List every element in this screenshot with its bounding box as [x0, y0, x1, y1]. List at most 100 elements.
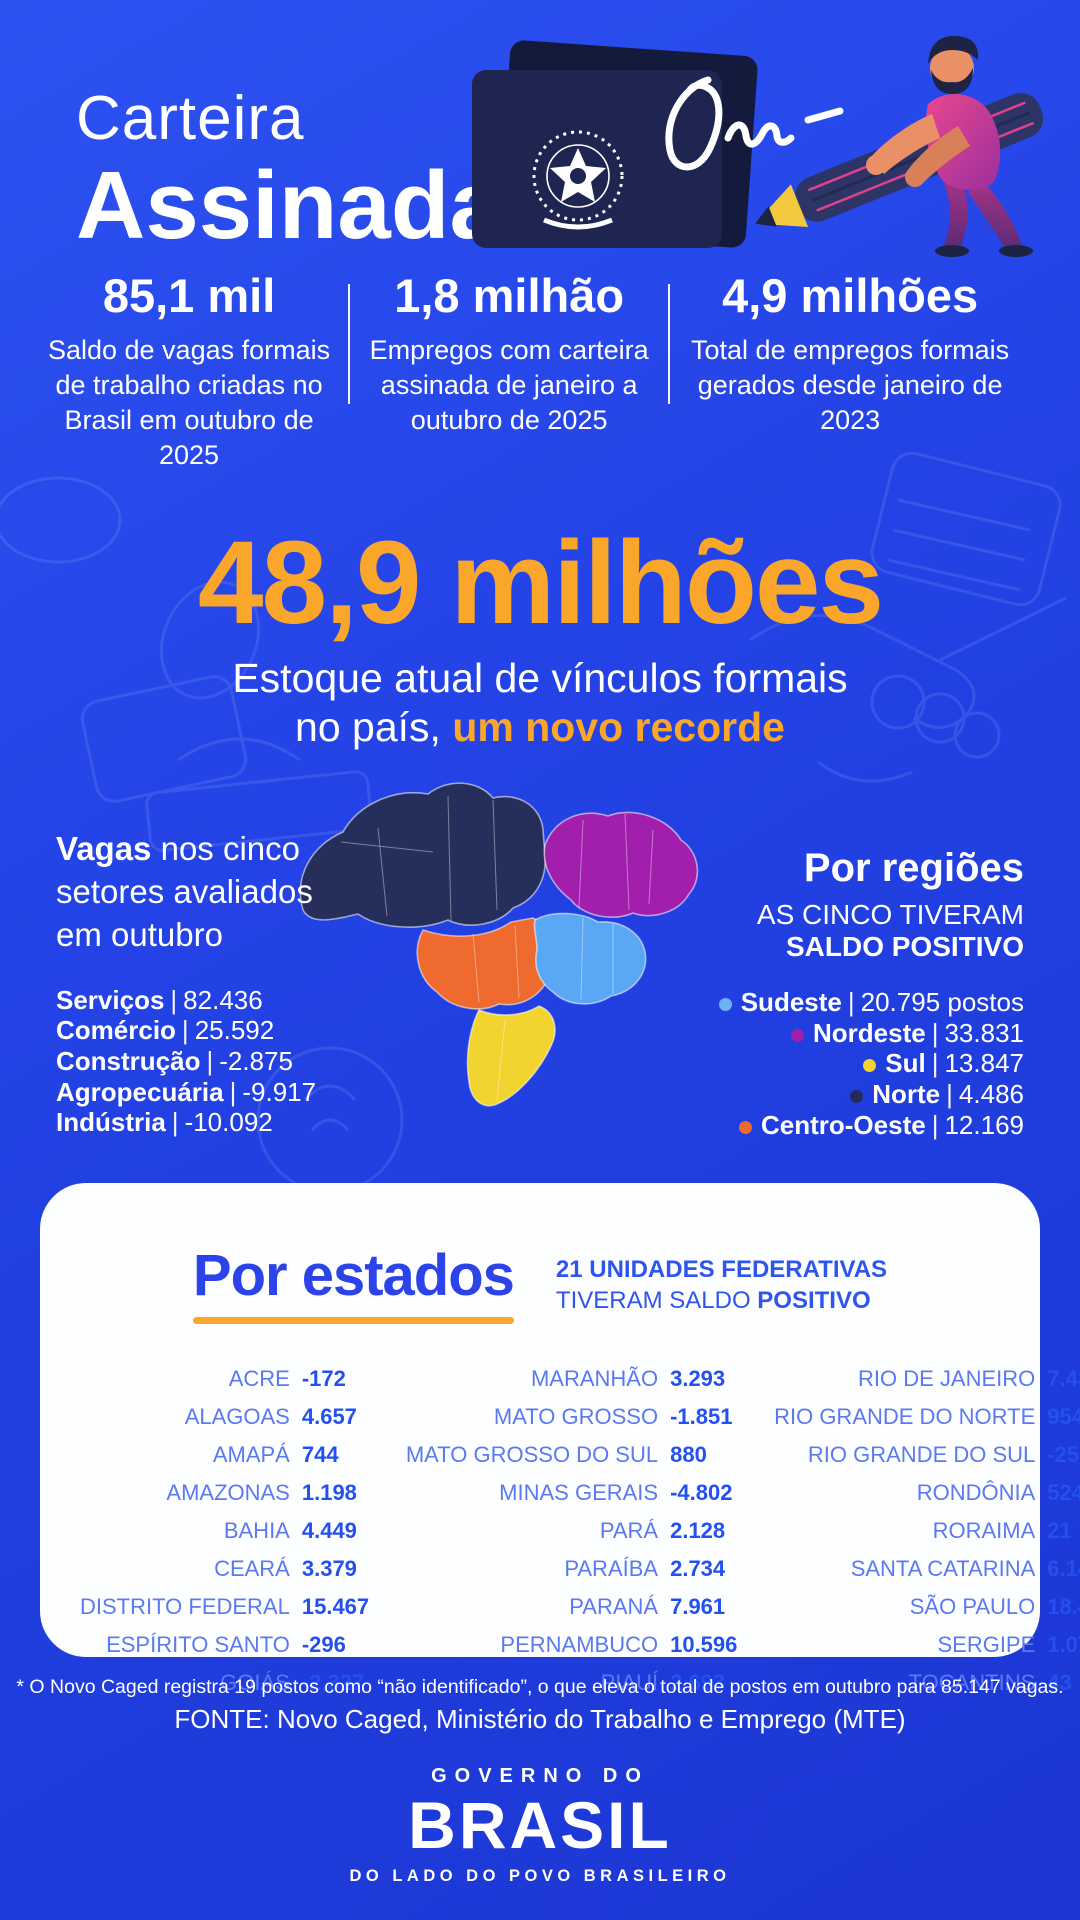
blob-doodle	[0, 476, 122, 564]
hair	[928, 36, 979, 64]
regions-subtitle-line1: AS CINCO TIVERAM	[756, 899, 1024, 930]
shoe	[999, 245, 1033, 257]
map-region-nordeste	[543, 811, 699, 918]
states-card-header: Por estados 21 UNIDADES FEDERATIVAS TIVE…	[74, 1247, 1006, 1324]
state-row: ALAGOAS 4.657	[184, 1404, 357, 1429]
region-color-dot	[739, 1120, 752, 1134]
state-row: DISTRITO FEDERAL 15.467	[80, 1594, 370, 1619]
map-region-sudeste	[533, 912, 647, 1005]
sector-row: Agropecuária | -9.917	[56, 1076, 317, 1107]
state-row: RIO GRANDE DO SUL-256	[807, 1442, 1080, 1467]
sectors-title-bold: Vagas	[56, 830, 152, 867]
brazil-region-map	[299, 782, 699, 1107]
stat-value: 85,1 mil	[102, 269, 276, 322]
region-row: Sul | 13.847	[584, 1048, 1024, 1079]
state-row: RORAIMA 21	[932, 1518, 1072, 1543]
state-row: AMAZONAS 1.198	[166, 1480, 357, 1505]
state-row: MINAS GERAIS -4.802	[499, 1480, 733, 1505]
divider	[668, 284, 671, 404]
sectors-list: Serviços | 82.436 Comércio | 25.592 Construç…	[56, 985, 316, 1138]
arm	[870, 114, 940, 174]
hero-caption-line1: Estoque atual de vínculos formais	[232, 655, 848, 701]
regions-list: Sudeste | 20.795 postos Nordeste | 33.831 Su…	[584, 987, 1024, 1140]
map-region-norte	[299, 782, 546, 928]
map-region-centro-oeste	[416, 917, 555, 1010]
region-color-dot	[718, 998, 732, 1011]
region-color-dot	[791, 1028, 804, 1042]
hero-caption-highlight: um novo recorde	[452, 704, 785, 751]
hero-stat: 48,9 milhões Estoque atual de vínculos f…	[0, 524, 1080, 752]
footnote: * O Novo Caged registra 19 postos como “…	[16, 1676, 1064, 1698]
stat-description: Saldo de vagas formais de trabalho criad…	[47, 335, 331, 471]
state-row: PARAÍBA 2.734	[564, 1556, 726, 1581]
logo-slogan: DO LADO DO POVO BRASILEIRO	[349, 1867, 731, 1885]
hand	[866, 155, 886, 175]
hero-value: 48,9 milhões	[197, 517, 884, 649]
states-card-title: Por estados	[192, 1243, 515, 1308]
stats-row: 85,1 mil Saldo de vagas formais de traba…	[30, 268, 1030, 473]
states-table: ACRE -172 ALAGOAS 4.657 AMAPÁ 744 AMAZONAS 1…	[74, 1366, 1080, 1696]
governo-do-brasil-logo: GOVERNO DO BRASIL DO LADO DO POVO BRASIL…	[0, 1766, 1080, 1885]
head	[930, 46, 974, 90]
region-row: Norte | 4.486	[584, 1079, 1024, 1110]
sectors-panel: Vagas nos cinco setores avaliados em out…	[56, 828, 316, 1138]
chair-doodle	[870, 451, 1062, 607]
stat-saldo-outubro: 85,1 mil Saldo de vagas formais de traba…	[30, 268, 348, 473]
handshake-doodle	[749, 614, 976, 729]
state-row: PERNAMBUCO 10.596	[500, 1632, 738, 1657]
hand	[905, 167, 925, 187]
title-underline	[192, 1317, 514, 1324]
state-row: PARÁ 2.128	[599, 1518, 726, 1543]
region-row: Nordeste | 33.831	[584, 1018, 1024, 1049]
state-row: ESPÍRITO SANTO -296	[106, 1632, 346, 1657]
logo-main-text: BRASIL	[408, 1788, 672, 1862]
stat-value: 1,8 milhão	[394, 269, 625, 322]
work-card-illustration	[472, 36, 1044, 257]
stat-description: Total de empregos formais gerados desde …	[691, 335, 1010, 436]
regions-panel: Por regiões AS CINCO TIVERAM SALDO POSIT…	[584, 846, 1024, 1140]
page-title: Carteira Assinada	[76, 88, 503, 254]
person-illustration	[866, 36, 1033, 257]
state-row: MATO GROSSO DO SUL 880	[405, 1442, 707, 1467]
region-color-dot	[863, 1059, 877, 1073]
states-card-subtitle: 21 UNIDADES FEDERATIVAS TIVERAM SALDO PO…	[555, 1256, 888, 1314]
sectors-title-rest: nos cinco setores avaliados em outubro	[56, 830, 313, 953]
state-row: CEARÁ 3.379	[214, 1556, 357, 1581]
regions-subtitle-line2: SALDO POSITIVO	[785, 931, 1024, 962]
map-region-sul	[466, 1005, 556, 1107]
states-column-1: ACRE -172 ALAGOAS 4.657 AMAPÁ 744 AMAZONAS 1…	[74, 1366, 400, 1696]
sector-row: Construção | -2.875	[56, 1046, 293, 1077]
sectors-title: Vagas nos cinco setores avaliados em out…	[56, 828, 316, 957]
state-row: ACRE -172	[228, 1366, 346, 1391]
state-row: MATO GROSSO -1.851	[493, 1404, 733, 1429]
source-line: FONTE: Novo Caged, Ministério do Trabalh…	[174, 1704, 906, 1734]
divider	[348, 284, 351, 404]
state-row: BAHIA 4.449	[223, 1518, 357, 1543]
hero-caption: Estoque atual de vínculos formais no paí…	[0, 654, 1080, 752]
region-row: Sudeste | 20.795 postos	[584, 987, 1024, 1018]
state-row: GOIÁS -2.327	[220, 1670, 365, 1695]
state-row: RIO GRANDE DO NORTE 954	[774, 1404, 1080, 1429]
stat-description: Empregos com carteira assinada de janeir…	[369, 335, 649, 436]
state-row: RONDÔNIA 524	[916, 1480, 1080, 1505]
state-border-lines	[340, 795, 654, 1101]
sector-row: Serviços | 82.436	[56, 984, 263, 1015]
beard	[931, 68, 973, 94]
stat-total-desde-2023: 4,9 milhões Total de empregos formais ge…	[670, 268, 1030, 473]
logo-top-text: GOVERNO DO	[431, 1765, 649, 1787]
title-line1: Carteira	[76, 84, 305, 153]
region-row: Centro-Oeste | 12.169	[584, 1110, 1024, 1141]
states-card: Por estados 21 UNIDADES FEDERATIVAS TIVE…	[40, 1183, 1080, 1695]
regions-title: Por regiões	[803, 846, 1024, 890]
state-row: TOCANTINS 43	[908, 1670, 1072, 1695]
signature-scribble	[665, 76, 844, 171]
title-line2: Assinada	[76, 152, 503, 259]
state-row: AMAPÁ 744	[212, 1442, 339, 1467]
laptop-doodle	[80, 675, 248, 803]
